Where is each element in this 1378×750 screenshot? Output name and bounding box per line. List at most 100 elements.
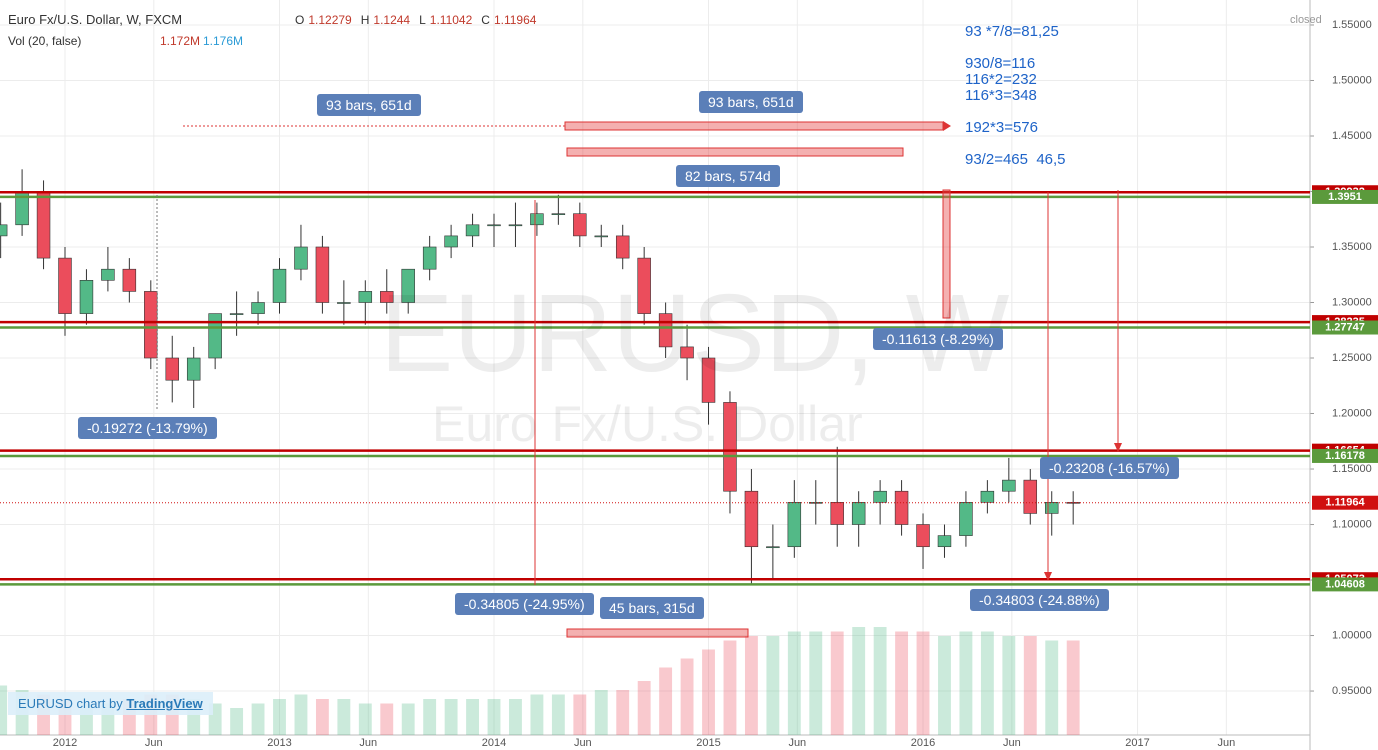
x-tick-label: Jun (574, 737, 592, 749)
volume-bar (401, 703, 415, 735)
note: 93/2=465 46,5 (965, 151, 1066, 168)
ohlc-legend: O 1.12279 H 1.1244 L 1.11042 C 1.11964 (295, 13, 545, 27)
y-tick-label: 1.55000 (1332, 19, 1372, 31)
candle-body (337, 302, 351, 304)
candle-body (251, 302, 265, 314)
candle-body (594, 235, 609, 238)
credit-link[interactable]: TradingView (126, 696, 203, 711)
measure-label[interactable]: -0.23208 (-16.57%) (1040, 457, 1179, 479)
symbol-title[interactable]: Euro Fx/U.S. Dollar, W, FXCM (8, 12, 183, 27)
volume-bar (938, 636, 951, 735)
indicator-title[interactable]: Vol (20, false) (8, 34, 82, 48)
candle-body (229, 313, 244, 315)
candle-body (1002, 479, 1016, 492)
price-label: 1.27747 (1325, 321, 1365, 333)
price-label-bg (1312, 577, 1378, 592)
candle-body (766, 546, 780, 549)
candle-body (380, 291, 394, 303)
x-tick-label: 2014 (482, 737, 506, 749)
ohlc-value: 1.11042 (429, 13, 473, 27)
x-tick-label: 2017 (1125, 737, 1149, 749)
candle-body (873, 490, 887, 503)
candle-body (787, 502, 802, 548)
measure-label[interactable]: 93 bars, 651d (699, 91, 803, 113)
measure-band (942, 189, 951, 319)
x-tick-label: 2016 (911, 737, 935, 749)
candle-body (830, 502, 844, 525)
ohlc-value: 1.11964 (493, 13, 537, 27)
candle-body (508, 224, 523, 227)
volume-bar (230, 708, 244, 735)
candle-body (101, 268, 115, 281)
x-tick-label: Jun (145, 737, 163, 749)
x-tick-label: 2015 (696, 737, 720, 749)
candle-body (937, 535, 952, 548)
candle-body (208, 313, 222, 359)
candle-body (1023, 479, 1038, 514)
x-tick-label: Jun (1003, 737, 1021, 749)
arrow-head (943, 121, 951, 131)
candle-body (294, 246, 308, 270)
y-tick-label: 1.50000 (1332, 74, 1372, 86)
volume-bar (1045, 640, 1059, 735)
note: 93 *7/8=81,25 (965, 23, 1059, 40)
note: 192*3=576 (965, 119, 1038, 136)
volume-bar (1066, 640, 1080, 735)
y-tick-label: 1.35000 (1332, 241, 1372, 253)
measure-label[interactable]: 82 bars, 574d (676, 165, 780, 187)
volume-bar (702, 649, 715, 735)
volume-bar (315, 699, 329, 735)
candle-body (122, 268, 137, 292)
candle-body (422, 246, 437, 270)
candle-body (851, 502, 866, 525)
y-tick-label: 1.10000 (1332, 518, 1372, 530)
candle-body (701, 357, 716, 403)
candle-body (272, 268, 287, 303)
credit-text: EURUSD chart by (18, 696, 123, 711)
candle-body (315, 246, 330, 303)
x-tick-label: Jun (359, 737, 377, 749)
market-status: closed (1290, 14, 1322, 26)
volume-bar (423, 699, 437, 735)
measure-label[interactable]: -0.34805 (-24.95%) (455, 593, 594, 615)
volume-bar (509, 699, 522, 735)
candle-body (637, 257, 651, 314)
volume-bar (723, 640, 737, 735)
volume-bar (337, 699, 351, 735)
volume-bar (980, 631, 994, 735)
volume-bar (680, 658, 694, 735)
y-tick-label: 1.30000 (1332, 296, 1372, 308)
volume-bar (487, 699, 501, 735)
volume-bar (294, 694, 308, 735)
volume-bar (466, 699, 479, 735)
indicator-value: 1.172M (160, 34, 201, 48)
measure-label[interactable]: -0.11613 (-8.29%) (873, 328, 1003, 350)
volume-bar (744, 636, 758, 735)
candle-body (615, 235, 630, 259)
candle-body (680, 346, 694, 359)
volume-bar (530, 694, 544, 735)
watermark: Euro Fx/U.S. Dollar (432, 396, 863, 452)
candle-body (444, 235, 458, 248)
measure-label[interactable]: -0.19272 (-13.79%) (78, 417, 217, 439)
drawings (156, 121, 1122, 638)
x-tick-label: 2012 (53, 737, 77, 749)
candle-body (465, 224, 480, 237)
measure-label[interactable]: -0.34803 (-24.88%) (970, 589, 1109, 611)
ohlc-key: O (295, 13, 305, 27)
volume-bar (766, 636, 780, 735)
note: 116*3=348 (965, 87, 1037, 104)
measure-label[interactable]: 93 bars, 651d (317, 94, 421, 116)
measure-label[interactable]: 45 bars, 315d (600, 597, 704, 619)
measure-band (566, 147, 904, 157)
volume-bar (852, 627, 866, 735)
candle-body (1066, 502, 1080, 504)
candle-body (36, 191, 51, 259)
price-label-bg (1312, 320, 1378, 335)
candle-body (809, 502, 823, 504)
volume-bar (594, 690, 608, 735)
candle-body (186, 357, 201, 381)
